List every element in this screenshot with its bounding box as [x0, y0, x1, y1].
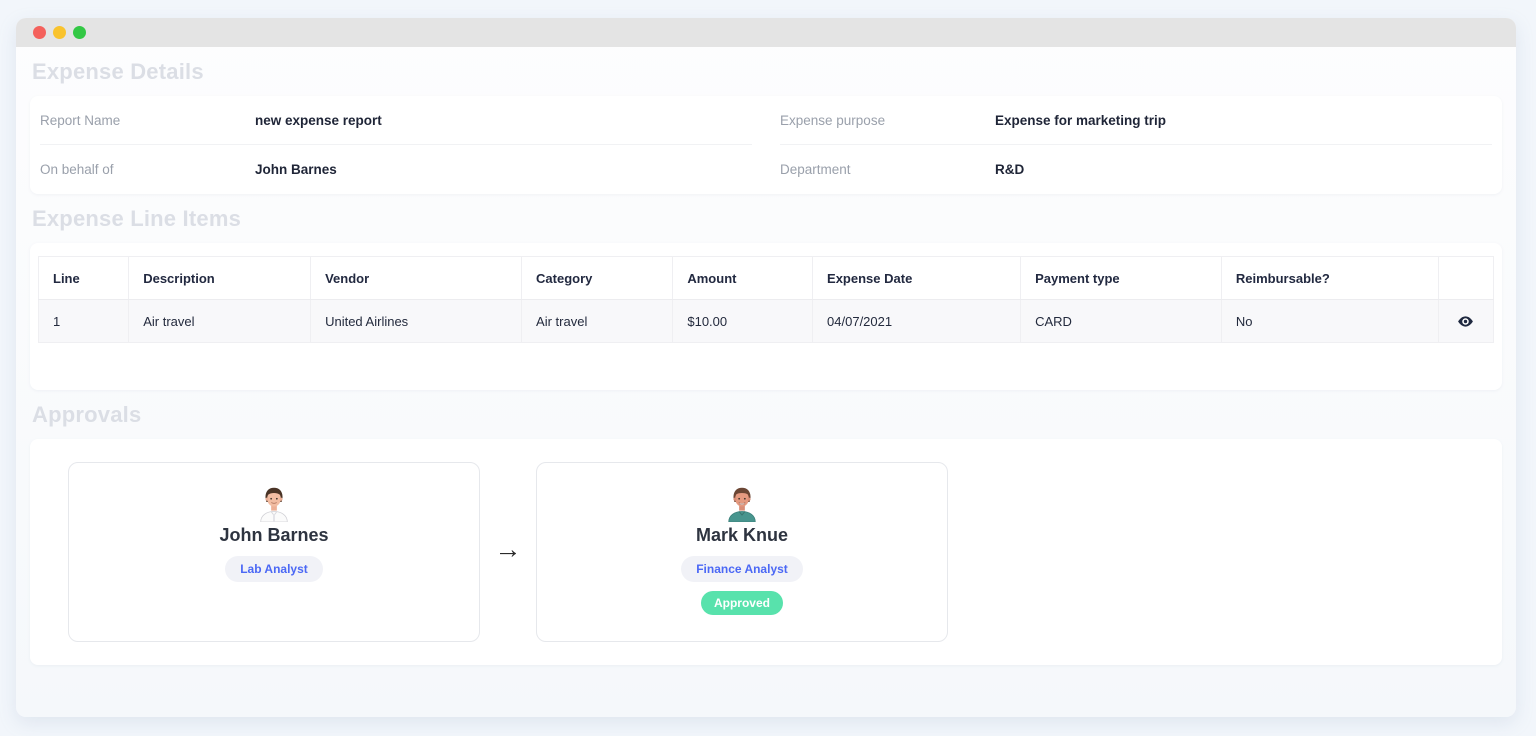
flow-arrow-icon: →: [494, 534, 522, 564]
table-header-row: Line Description Vendor Category Amount …: [38, 256, 1494, 300]
avatar-john-barnes: [260, 487, 288, 522]
avatar-mark-knue: [728, 487, 756, 522]
field-value: new expense report: [255, 112, 382, 128]
close-button[interactable]: [33, 26, 46, 39]
approver-card-john-barnes: John Barnes Lab Analyst: [68, 462, 480, 642]
field-value: R&D: [995, 162, 1025, 177]
minimize-button[interactable]: [53, 26, 66, 39]
app-window: Expense Details Report Name new expense …: [16, 18, 1516, 717]
col-header-vendor: Vendor: [310, 256, 523, 300]
section-title-approvals: Approvals: [32, 402, 142, 427]
cell-reimbursable: No: [1221, 299, 1439, 343]
field-value: Expense for marketing trip: [995, 112, 1167, 128]
col-header-line: Line: [38, 256, 130, 300]
cell-payment-type: CARD: [1020, 299, 1222, 343]
approver-role-badge: Lab Analyst: [225, 556, 323, 582]
cell-expense-date: 04/07/2021: [812, 299, 1022, 343]
cell-description: Air travel: [128, 299, 312, 343]
section-title-expense-details: Expense Details: [32, 59, 204, 84]
field-report-name: Report Name new expense report: [40, 96, 752, 145]
col-header-actions: [1438, 256, 1494, 300]
field-on-behalf-of: On behalf of John Barnes: [40, 145, 752, 194]
field-label: On behalf of: [40, 162, 114, 177]
col-header-payment-type: Payment type: [1020, 256, 1222, 300]
section-title-line-items: Expense Line Items: [32, 206, 242, 231]
cell-amount: $10.00: [672, 299, 814, 343]
cell-actions: [1438, 300, 1493, 343]
page-content: Expense Details Report Name new expense …: [16, 47, 1516, 665]
approver-name: John Barnes: [219, 525, 329, 545]
view-line-item-button[interactable]: [1453, 308, 1479, 334]
approver-role-badge: Finance Analyst: [681, 556, 803, 582]
field-label: Department: [780, 162, 851, 177]
maximize-button[interactable]: [73, 26, 86, 39]
approvals-card: John Barnes Lab Analyst →: [30, 439, 1502, 665]
table-row: 1 Air travel United Airlines Air travel …: [38, 299, 1494, 343]
cell-category: Air travel: [521, 299, 674, 343]
approver-card-mark-knue: Mark Knue Finance Analyst Approved: [536, 462, 948, 642]
expense-details-card: Report Name new expense report On behalf…: [30, 96, 1502, 194]
eye-icon: [1457, 313, 1474, 330]
field-value: John Barnes: [255, 162, 337, 177]
field-label: Expense purpose: [780, 112, 886, 128]
line-items-card: Line Description Vendor Category Amount …: [30, 243, 1502, 390]
line-items-table: Line Description Vendor Category Amount …: [38, 256, 1494, 343]
col-header-description: Description: [128, 256, 312, 300]
col-header-category: Category: [521, 256, 674, 300]
col-header-expense-date: Expense Date: [812, 256, 1022, 300]
cell-line: 1: [38, 299, 130, 343]
col-header-reimbursable: Reimbursable?: [1221, 256, 1439, 300]
approver-name: Mark Knue: [695, 525, 789, 545]
cell-vendor: United Airlines: [310, 299, 523, 343]
details-right-column: Expense purpose Expense for marketing tr…: [780, 96, 1492, 194]
col-header-amount: Amount: [672, 256, 814, 300]
field-label: Report Name: [40, 112, 121, 128]
approval-status-badge: Approved: [700, 591, 783, 615]
window-titlebar: [16, 18, 1516, 47]
field-department: Department R&D: [780, 145, 1492, 194]
details-left-column: Report Name new expense report On behalf…: [40, 96, 752, 194]
field-expense-purpose: Expense purpose Expense for marketing tr…: [780, 96, 1492, 145]
